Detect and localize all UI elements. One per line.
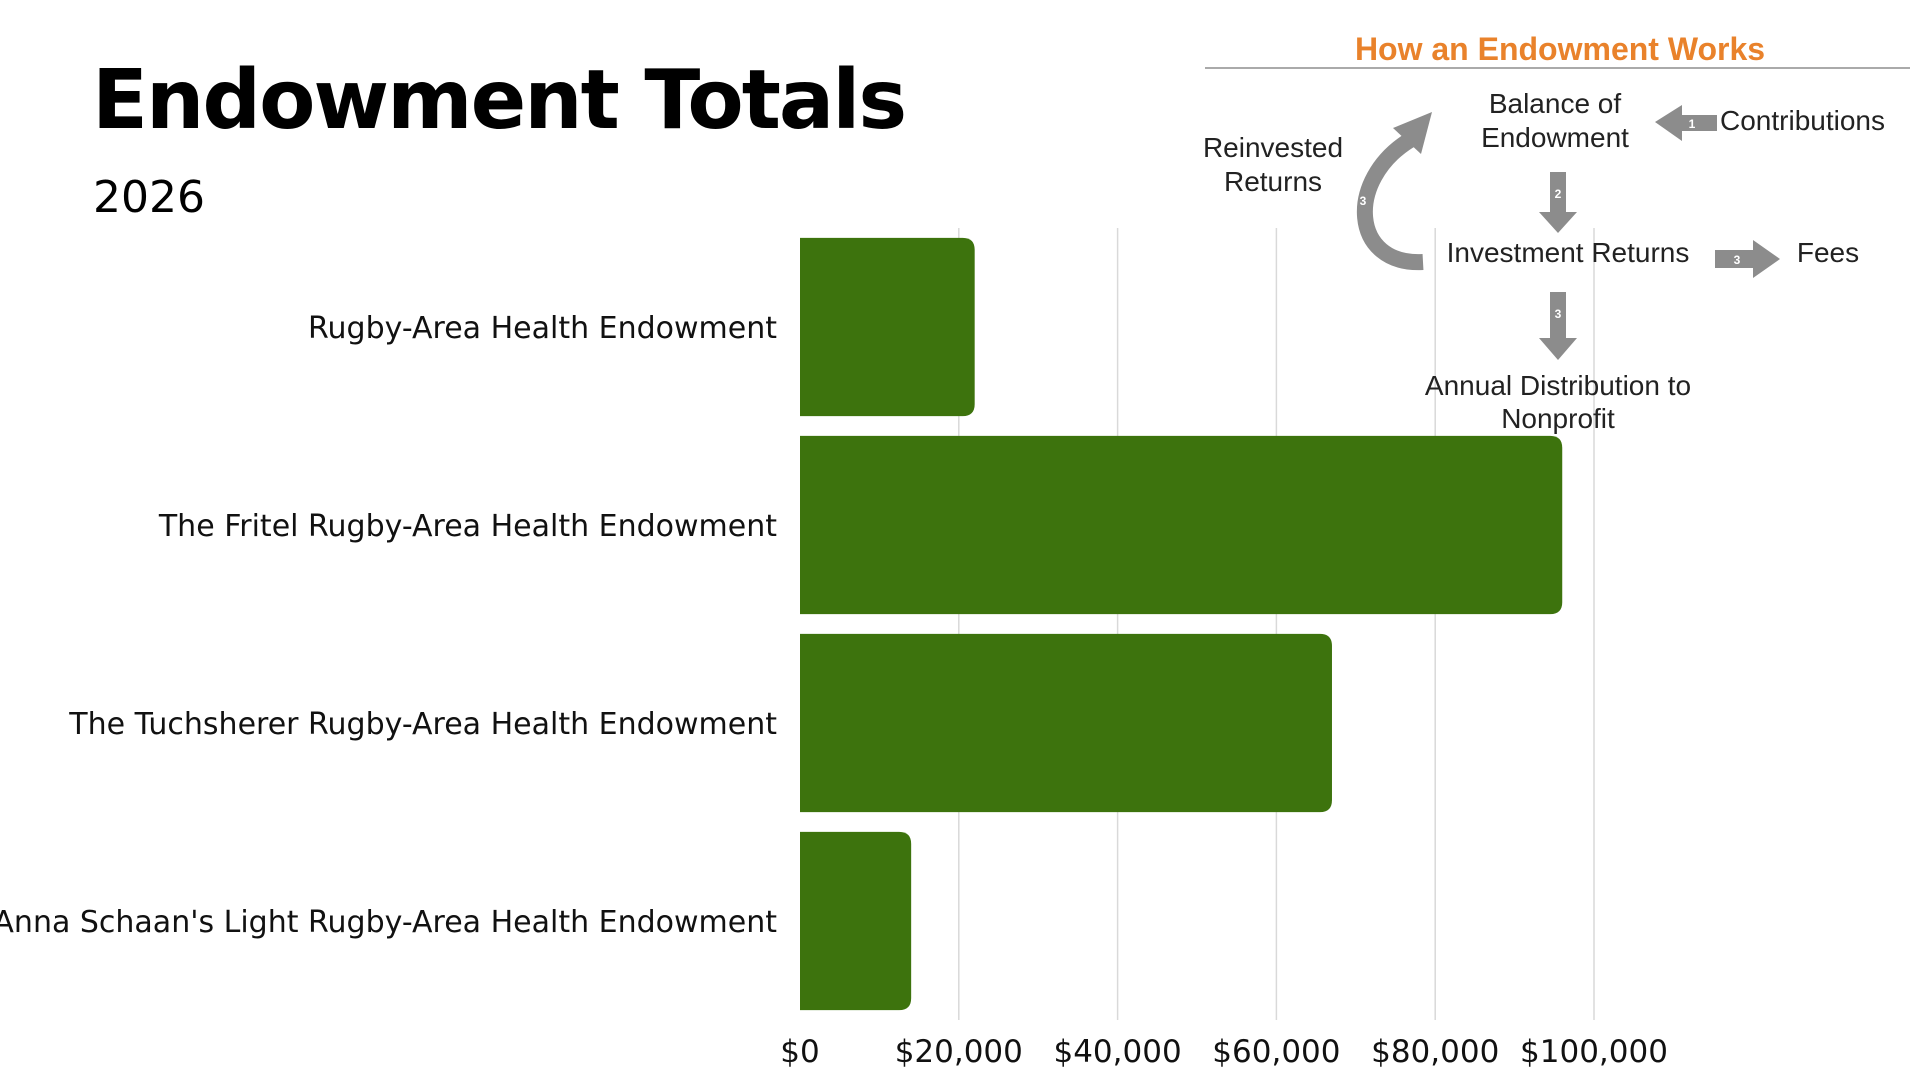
x-tick-label: $20,000 (895, 1034, 1023, 1070)
category-label: The Tuchsherer Rugby-Area Health Endowme… (68, 707, 777, 742)
investment-returns-label: Investment Returns (1447, 237, 1690, 268)
category-labels: Rugby-Area Health Endowment The Fritel Ru… (0, 311, 777, 940)
x-tick-labels: $0 $20,000 $40,000 $60,000 $80,000 $100,000 (780, 1034, 1668, 1070)
distribution-label-line2: Nonprofit (1501, 403, 1615, 434)
diagram-title: How an Endowment Works (1355, 31, 1765, 67)
bar (800, 831, 912, 1011)
x-tick-label: $100,000 (1520, 1034, 1668, 1070)
distribution-arrow: 3 (1539, 292, 1577, 360)
bars (800, 237, 1563, 1011)
reinvested-label-line1: Reinvested (1203, 132, 1343, 163)
bar (800, 633, 1332, 813)
contributions-label: Contributions (1720, 105, 1885, 136)
balance-to-returns-arrow: 2 (1539, 172, 1577, 233)
category-label: Rugby-Area Health Endowment (308, 311, 777, 346)
endowment-diagram: How an Endowment Works Balance of Endowm… (1203, 31, 1910, 434)
contributions-step-number: 1 (1689, 117, 1696, 131)
reinvested-label-line2: Returns (1224, 166, 1322, 197)
fees-step-number: 3 (1734, 253, 1741, 267)
x-tick-label: $40,000 (1053, 1034, 1181, 1070)
balance-label-line2: Endowment (1481, 122, 1629, 153)
category-label: Anna Schaan's Light Rugby-Area Health En… (0, 905, 777, 940)
balance-label-line1: Balance of (1489, 88, 1622, 119)
category-label: The Fritel Rugby-Area Health Endowment (158, 509, 777, 544)
x-tick-label: $0 (780, 1034, 819, 1070)
reinvest-curved-arrow: 3 (1357, 112, 1432, 271)
page-subtitle: 2026 (93, 172, 205, 223)
fees-label: Fees (1797, 237, 1859, 268)
reinvest-step-number: 3 (1360, 194, 1367, 208)
x-tick-label: $60,000 (1212, 1034, 1340, 1070)
bar (800, 435, 1563, 615)
bar (800, 237, 975, 417)
distribution-label-line1: Annual Distribution to (1425, 370, 1691, 401)
page-title: Endowment Totals (92, 53, 907, 148)
x-tick-label: $80,000 (1371, 1034, 1499, 1070)
fees-arrow: 3 (1715, 240, 1780, 278)
returns-step-number: 2 (1555, 187, 1562, 201)
distribution-step-number: 3 (1555, 307, 1562, 321)
contributions-arrow: 1 (1655, 105, 1717, 141)
